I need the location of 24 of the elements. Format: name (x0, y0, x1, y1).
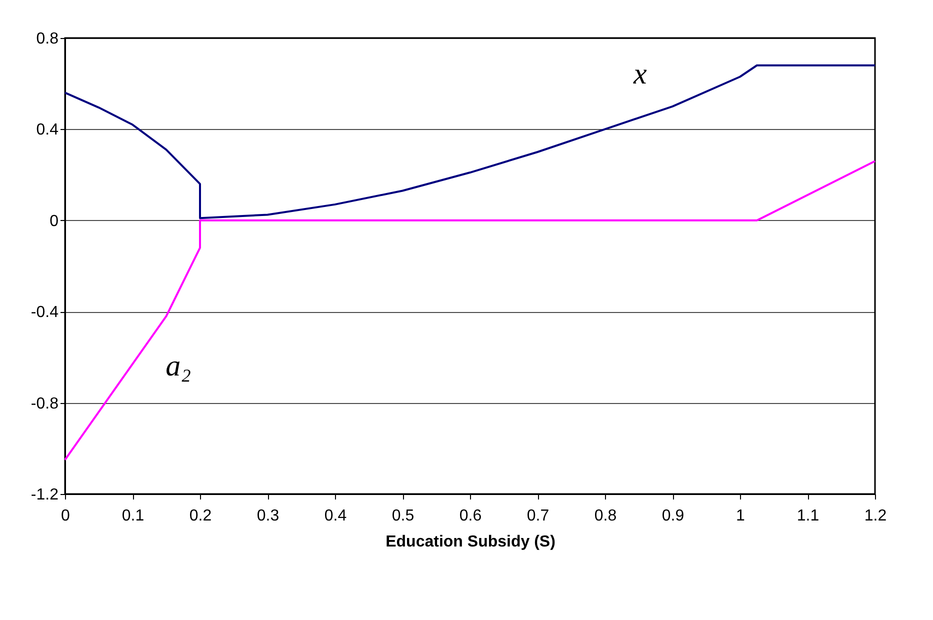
line-series (64, 160, 876, 461)
x-tick-label: 0.9 (662, 508, 684, 524)
x-tick-label: 0.8 (594, 508, 617, 524)
annotation: x (632, 57, 648, 90)
y-tick-label: 0.4 (36, 122, 59, 139)
y-tick-label: 0 (50, 212, 59, 230)
line-series (64, 64, 876, 220)
x-tick-label: 0 (61, 508, 70, 524)
x-axis-title: Education Subsidy (S) (386, 534, 556, 550)
annotation: a₂ (166, 349, 192, 382)
x-tick-label: 0.5 (392, 508, 414, 524)
x-tick-label: 1 (736, 508, 746, 524)
y-tick-label: -0.8 (30, 395, 59, 412)
x-tick-label: 0.1 (122, 508, 144, 524)
y-tick-label: -1.2 (30, 486, 59, 504)
x-tick-label: 0.2 (189, 508, 212, 524)
x-tick-label: 1.1 (796, 508, 820, 524)
x-tick-label: 1.2 (864, 508, 887, 524)
x-tick-label: 0.4 (324, 508, 347, 524)
y-tick-label: 0.8 (36, 30, 59, 48)
y-tick-label: -0.4 (30, 304, 59, 322)
x-tick-label: 0.7 (526, 508, 550, 524)
x-tick-label: 0.3 (256, 508, 280, 524)
x-tick-label: 0.6 (459, 508, 482, 524)
